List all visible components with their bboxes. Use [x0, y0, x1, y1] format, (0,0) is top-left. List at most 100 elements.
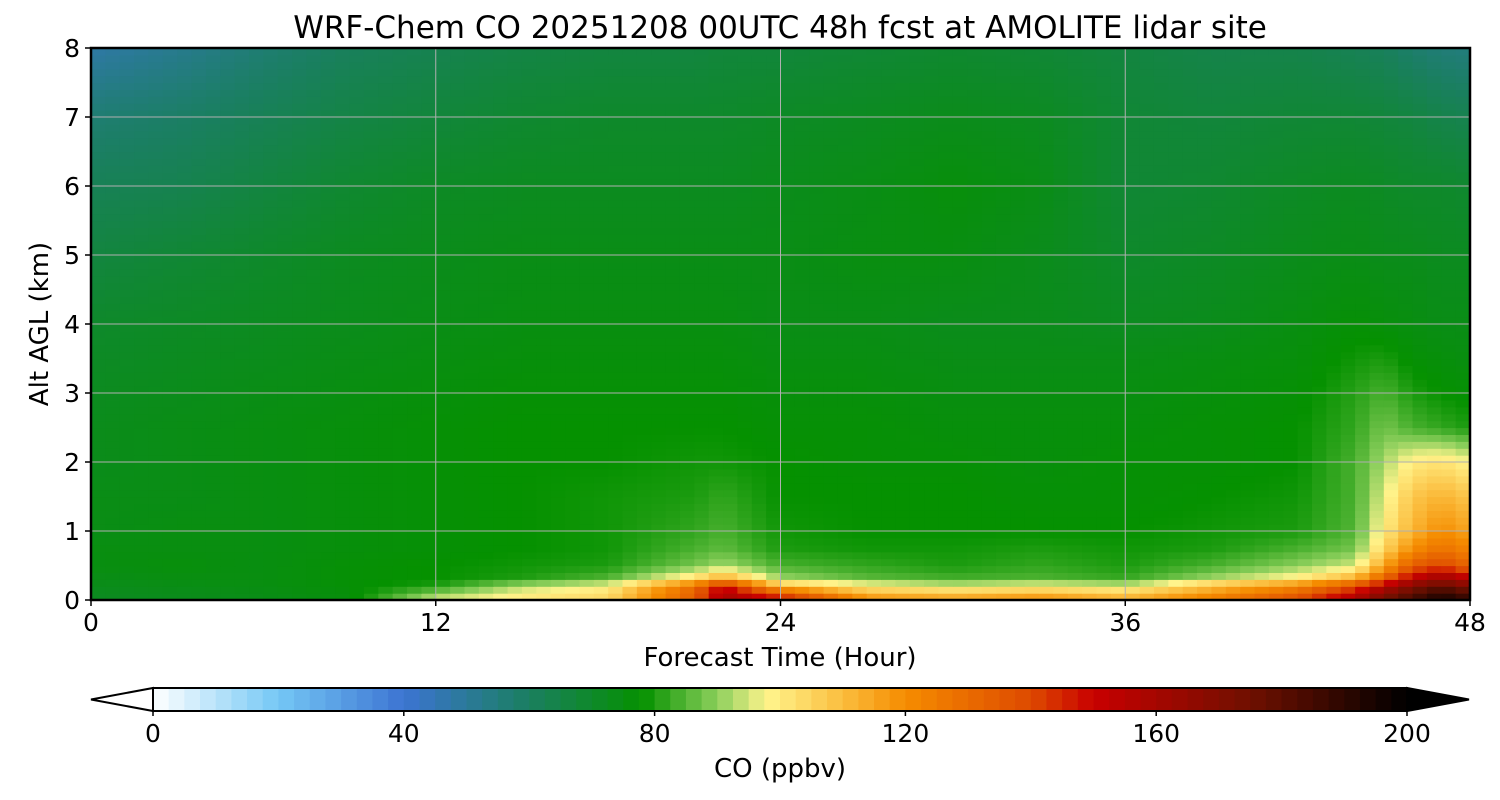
heatmap-cell	[1153, 579, 1169, 587]
heatmap-cell	[723, 565, 738, 573]
heatmap-cell	[1053, 310, 1069, 318]
heatmap-cell	[363, 572, 379, 580]
heatmap-cell	[1254, 303, 1270, 311]
heatmap-cell	[895, 420, 911, 429]
heatmap-cell	[780, 351, 796, 360]
heatmap-cell	[205, 503, 221, 511]
heatmap-cell	[1355, 558, 1371, 567]
heatmap-cell	[1139, 399, 1155, 408]
heatmap-cell	[234, 475, 250, 484]
heatmap-cell	[478, 531, 494, 539]
heatmap-cell	[119, 482, 135, 491]
heatmap-cell	[335, 413, 351, 422]
heatmap-cell	[967, 324, 983, 332]
heatmap-cell	[636, 517, 652, 525]
heatmap-cell	[1039, 455, 1055, 463]
heatmap-cell	[205, 489, 221, 498]
heatmap-cell	[1398, 261, 1414, 270]
heatmap-cell	[1067, 289, 1083, 297]
heatmap-cell	[723, 282, 738, 291]
heatmap-cell	[938, 248, 954, 256]
heatmap-cell	[1326, 482, 1342, 491]
heatmap-cell	[536, 282, 552, 291]
heatmap-cell	[938, 524, 954, 532]
heatmap-cell	[938, 337, 954, 346]
heatmap-cell	[1283, 393, 1299, 401]
heatmap-cell	[593, 448, 609, 456]
heatmap-cell	[924, 337, 940, 346]
heatmap-cell	[1254, 579, 1270, 587]
heatmap-cell	[507, 296, 523, 304]
heatmap-cell	[952, 386, 968, 394]
heatmap-cell	[1024, 406, 1040, 415]
heatmap-cell	[1340, 261, 1356, 270]
heatmap-cell	[349, 379, 365, 387]
heatmap-cell	[852, 468, 868, 477]
heatmap-cell	[249, 558, 264, 567]
heatmap-cell	[306, 586, 322, 594]
heatmap-cell	[1024, 317, 1040, 325]
heatmap-cell	[1311, 455, 1327, 463]
heatmap-cell	[148, 275, 164, 284]
heatmap-cell	[794, 537, 810, 546]
heatmap-cell	[1297, 510, 1313, 518]
heatmap-cell	[392, 261, 408, 270]
heatmap-cell	[1283, 537, 1299, 546]
heatmap-cell	[234, 330, 250, 339]
heatmap-cell	[995, 324, 1011, 332]
heatmap-cell	[162, 351, 178, 360]
heatmap-cell	[363, 544, 379, 553]
heatmap-cell	[694, 455, 710, 463]
heatmap-cell	[636, 344, 652, 353]
heatmap-cell	[794, 448, 810, 456]
heatmap-cell	[1039, 524, 1055, 532]
heatmap-cell	[1412, 524, 1428, 532]
heatmap-cell	[550, 551, 566, 560]
heatmap-cell	[392, 241, 408, 249]
heatmap-cell	[1082, 379, 1098, 387]
heatmap-cell	[105, 324, 121, 332]
heatmap-cell	[306, 248, 322, 256]
heatmap-cell	[205, 475, 221, 484]
heatmap-cell	[636, 268, 652, 277]
heatmap-cell	[665, 324, 681, 332]
heatmap-cell	[1369, 593, 1385, 601]
heatmap-cell	[866, 420, 882, 429]
heatmap-cell	[234, 241, 250, 249]
heatmap-cell	[708, 261, 724, 270]
heatmap-cell	[909, 372, 925, 380]
heatmap-cell	[909, 386, 925, 394]
heatmap-cell	[852, 558, 868, 567]
heatmap-cell	[249, 310, 264, 318]
heatmap-cell	[1441, 482, 1457, 491]
heatmap-cell	[1455, 420, 1471, 429]
heatmap-cell	[737, 386, 753, 394]
heatmap-cell	[694, 441, 710, 449]
heatmap-cell	[708, 462, 724, 470]
heatmap-cell	[249, 420, 264, 429]
heatmap-cell	[565, 330, 580, 339]
heatmap-cell	[191, 324, 207, 332]
heatmap-cell	[1197, 289, 1213, 297]
heatmap-cell	[1096, 579, 1112, 587]
heatmap-cell	[924, 275, 940, 284]
heatmap-cell	[737, 351, 753, 360]
heatmap-cell	[1024, 537, 1040, 546]
heatmap-cell	[665, 455, 681, 463]
heatmap-cell	[837, 455, 853, 463]
heatmap-cell	[249, 468, 264, 477]
heatmap-cell	[679, 510, 695, 518]
heatmap-cell	[1096, 531, 1112, 539]
heatmap-cell	[881, 420, 897, 429]
heatmap-cell	[952, 310, 968, 318]
heatmap-cell	[177, 455, 193, 463]
heatmap-cell	[1168, 317, 1184, 325]
heatmap-cell	[205, 482, 221, 491]
heatmap-cell	[1268, 324, 1284, 332]
heatmap-cell	[708, 510, 724, 518]
heatmap-cell	[823, 579, 839, 587]
heatmap-cell	[967, 268, 983, 277]
heatmap-cell	[924, 531, 940, 539]
heatmap-cell	[1297, 310, 1313, 318]
